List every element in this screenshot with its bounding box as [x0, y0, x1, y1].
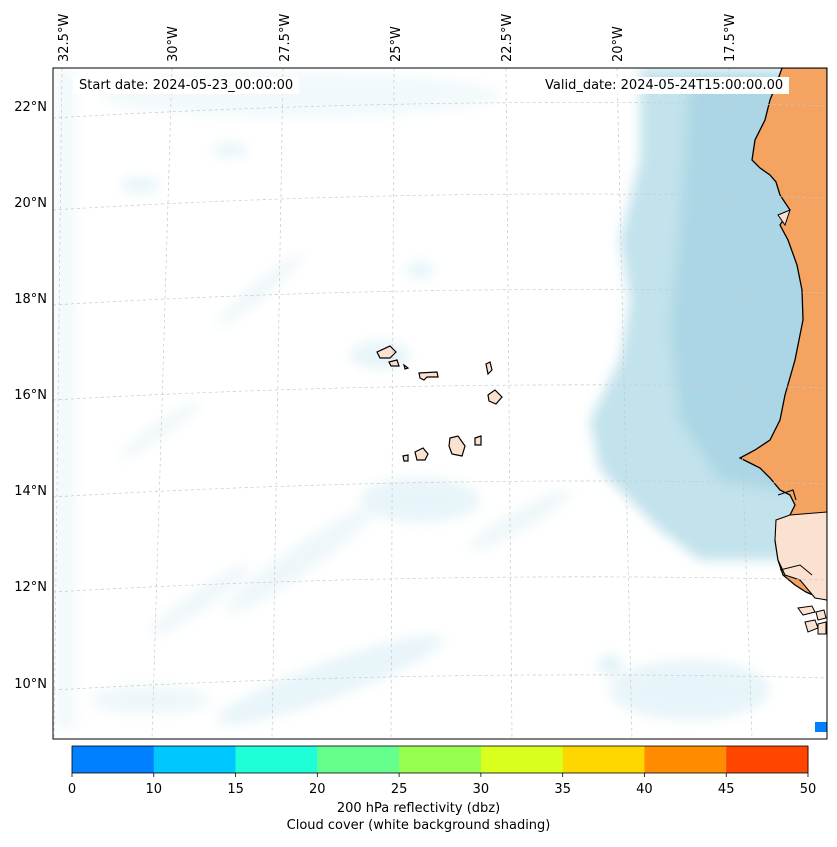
colorbar-tick-label: 35	[554, 782, 571, 797]
map-frame	[52, 67, 828, 740]
colorbar-segment	[726, 746, 809, 773]
colorbar-segment	[399, 746, 482, 773]
lat-label: 16°N	[14, 388, 47, 403]
colorbar-segment	[72, 746, 155, 773]
colorbar-tick-label: 25	[391, 782, 408, 797]
lat-label: 14°N	[14, 484, 47, 499]
colorbar-segment	[153, 746, 237, 773]
lon-label: 32.5°W	[57, 14, 72, 62]
colorbar-frame	[71, 745, 809, 774]
colorbar-tick-label: 15	[227, 782, 244, 797]
colorbar-segment	[480, 746, 564, 773]
lon-label: 22.5°W	[500, 14, 515, 62]
reflectivity-cell	[815, 722, 827, 732]
colorbar-tick-label: 30	[473, 782, 490, 797]
longitude-labels: 32.5°W 30°W 27.5°W 25°W 22.5°W 20°W 17.5…	[57, 14, 738, 62]
lon-label: 25°W	[389, 26, 404, 62]
start-date-label: Start date: 2024-05-23_00:00:00	[73, 77, 300, 94]
cape-verde-islands	[376, 345, 503, 462]
colorbar-tick-label: 50	[800, 782, 817, 797]
lat-label: 10°N	[14, 677, 47, 692]
colorbar-tick-label: 45	[718, 782, 735, 797]
colorbar-subtitle: Cloud cover (white background shading)	[286, 818, 551, 833]
colorbar-segment	[562, 746, 645, 773]
lat-label: 22°N	[14, 100, 47, 115]
lon-label: 17.5°W	[723, 14, 738, 62]
lat-label: 18°N	[14, 292, 47, 307]
lon-label: 20°W	[611, 26, 626, 62]
lat-label: 12°N	[14, 580, 47, 595]
colorbar-title: 200 hPa reflectivity (dbz)	[336, 801, 501, 816]
colorbar-segment	[644, 746, 727, 773]
lon-label: 27.5°W	[278, 14, 293, 62]
colorbar-segment	[235, 746, 318, 773]
lon-label: 30°W	[166, 26, 181, 62]
guinea-coast	[774, 511, 827, 601]
valid-date-label: Valid_date: 2024-05-24T15:00:00.00	[539, 77, 790, 94]
graticule	[53, 68, 827, 739]
colorbar-tick-label: 40	[636, 782, 653, 797]
colorbar-tick-label: 0	[68, 782, 76, 797]
colorbar-ticks: 0 10 15 20 25 30 35 40 45 50	[68, 782, 816, 797]
colorbar-tick-label: 10	[146, 782, 163, 797]
colorbar	[71, 746, 809, 777]
colorbar-tick-label: 20	[309, 782, 326, 797]
bijagos-islands	[797, 605, 827, 635]
lat-label: 20°N	[14, 196, 47, 211]
colorbar-segment	[317, 746, 400, 773]
latitude-labels: 22°N 20°N 18°N 16°N 14°N 12°N 10°N	[14, 100, 47, 692]
